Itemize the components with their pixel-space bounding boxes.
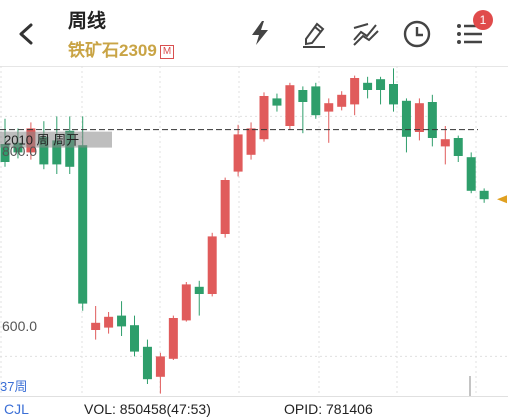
market-badge: M <box>159 45 175 59</box>
candle-body <box>376 79 386 90</box>
candle-body <box>0 144 10 162</box>
candle-body <box>479 190 489 200</box>
overlay-label: 2010 周 周开 <box>4 133 79 148</box>
candle-body <box>91 322 101 330</box>
candle-body <box>220 180 230 234</box>
candle-body <box>52 140 62 165</box>
indicator-cjl[interactable]: CJL <box>4 401 29 417</box>
candle-body <box>104 316 114 328</box>
period-label: 37周 <box>0 379 28 394</box>
candle-body <box>389 84 398 105</box>
candle-body <box>285 85 295 126</box>
candle-body <box>259 96 269 140</box>
lightning-icon <box>252 21 268 45</box>
back-icon <box>19 23 33 45</box>
page-title: 周线 <box>68 11 107 32</box>
candle-body <box>155 356 165 377</box>
notification-badge: 1 <box>473 10 493 30</box>
clock-button[interactable] <box>398 14 436 52</box>
candle-body <box>194 286 204 294</box>
candle-body <box>130 325 139 352</box>
pen-draw-icon <box>303 22 325 48</box>
candle-body <box>324 103 334 112</box>
price-marker <box>497 195 507 204</box>
candle-body <box>414 103 424 132</box>
top-bar: 周线 铁矿石2309 M 1 <box>0 0 508 67</box>
candle-body <box>272 98 282 106</box>
candlestick-chart[interactable]: 2010 周 周开 <box>0 66 508 396</box>
candle-body <box>246 128 256 155</box>
candle-body <box>466 157 476 191</box>
chart-canvas: 2010 周 周开 <box>0 66 508 396</box>
vol-readout: VOL: 850458(47:53) <box>84 401 211 417</box>
candle-body <box>168 318 178 359</box>
candle-body <box>427 102 437 138</box>
candle-body <box>311 86 321 116</box>
contract-label: 铁矿石2309 <box>68 41 157 60</box>
upper-price-label: 800.0 <box>2 143 38 159</box>
candle-body <box>78 145 88 304</box>
clock-icon <box>403 20 431 48</box>
draw-button[interactable] <box>295 14 333 52</box>
candle-body <box>440 139 450 147</box>
candle-body <box>233 134 243 172</box>
indicator-bar: CJL VOL: 850458(47:53) OPID: 781406 <box>0 396 508 420</box>
candle-body <box>350 78 360 105</box>
trend-lines-icon <box>353 23 379 46</box>
candle-body <box>117 315 127 327</box>
candle-body <box>13 142 23 153</box>
candle-body <box>337 94 347 107</box>
candle-body <box>207 236 217 294</box>
lower-price-label: 600.0 <box>2 318 38 334</box>
trend-lines-button[interactable] <box>346 14 384 52</box>
candle-body <box>298 90 308 102</box>
candle-body <box>142 346 152 380</box>
contract-name[interactable]: 铁矿石2309 M <box>68 36 175 61</box>
candle-body <box>363 82 373 90</box>
opid-readout: OPID: 781406 <box>284 401 373 417</box>
overlay-label-box <box>0 131 112 148</box>
candle-body <box>65 130 75 167</box>
candle-body <box>181 284 191 321</box>
candle-body <box>39 136 49 165</box>
back-button[interactable] <box>8 16 44 52</box>
candle-body <box>401 100 411 137</box>
lightning-button[interactable] <box>241 14 279 52</box>
candle-body <box>453 138 463 156</box>
